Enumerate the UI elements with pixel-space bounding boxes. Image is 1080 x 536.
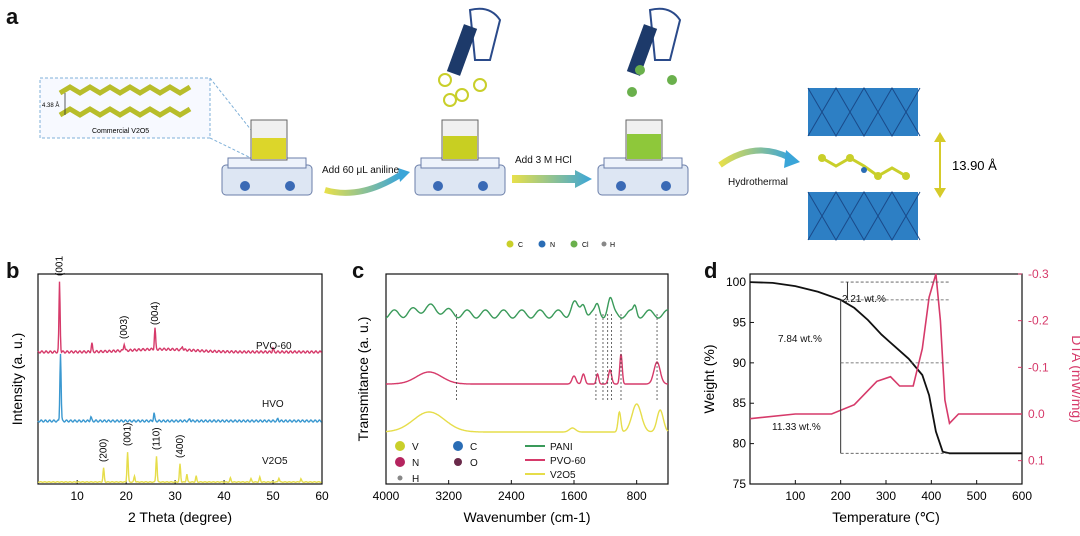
xrd-peak-label: (400) (175, 435, 186, 458)
xrd-x-tick-label: 60 (315, 489, 329, 503)
inset-label: Commercial V2O5 (92, 128, 149, 135)
xrd-series-label-hvo: HVO (262, 399, 284, 410)
spacing-label: 13.90 Å (952, 158, 997, 173)
tga-y2-tick-label: 0.0 (1028, 407, 1045, 421)
step3-label: Hydrothermal (728, 177, 788, 188)
xrd-x-tick-label: 30 (168, 489, 182, 503)
ftir-plot-frame (385, 273, 669, 485)
step2-label: Add 3 M HCl (515, 155, 572, 166)
tga-y-axis-label: Weight (%) (701, 345, 717, 414)
ftir-legend-pvo: PVO-60 (550, 456, 586, 467)
ftir-series-line (385, 296, 669, 319)
tga-y-tick-label: 85 (733, 396, 747, 410)
tga-y2-tick-label: -0.2 (1028, 314, 1049, 328)
tga-chart: 100 200 300 400 500 600 75 80 85 90 95 100 0.1 0.0 -0.… (701, 267, 1080, 525)
tga-x-axis-label: Temperature (℃) (832, 509, 940, 525)
xrd-x-tick-label: 40 (217, 489, 231, 503)
xrd-x-axis-label: 2 Theta (degree) (128, 509, 232, 525)
xrd-x-tick-label: 20 (119, 489, 133, 503)
ftir-legend-pani: PANI (550, 442, 573, 453)
ftir-x-tick-label: 2400 (498, 489, 525, 503)
tga-y2-tick-label: 0.1 (1028, 454, 1045, 468)
ftir-atom-c: C (470, 442, 477, 453)
atom-legend-a: C N Cl H (506, 240, 615, 249)
tga-x-tick-label: 500 (967, 489, 987, 503)
xrd-series-line (37, 353, 322, 423)
arrow-1 (324, 172, 402, 196)
ftir-atom-legend: V C N O H (395, 441, 478, 485)
ftir-atom-o: O (470, 458, 478, 469)
stirrer-1 (221, 119, 313, 196)
tga-x-tick-label: 600 (1012, 489, 1032, 503)
ftir-chart: 4000 3200 2400 1600 800 PANI PVO-60 V2O5 V C… (355, 273, 669, 525)
ftir-series-line (386, 353, 669, 385)
tga-y2-axis-label: DTA (mW/mg) (1069, 335, 1080, 423)
arrow-2 (512, 170, 592, 188)
xrd-plot-frame (37, 273, 323, 485)
atom-legend-h: H (610, 242, 615, 249)
tga-weight-line (749, 281, 1022, 455)
ftir-y-axis-label: Transmitance (a. u.) (355, 317, 371, 442)
panel-c-letter: c (352, 258, 365, 283)
ftir-x-axis-label: Wavenumber (cm-1) (463, 509, 590, 525)
ftir-x-tick-label: 1600 (561, 489, 588, 503)
tga-annot-3: 11.33 wt.% (772, 422, 821, 433)
xrd-series-label-pvo: PVO-60 (256, 341, 292, 352)
xrd-series-label-v2o5: V2O5 (262, 456, 288, 467)
xrd-peak-label: (200) (99, 439, 110, 462)
tga-x-tick-label: 100 (785, 489, 805, 503)
tga-y2-tick-label: -0.1 (1028, 360, 1049, 374)
step1-label: Add 60 μL aniline (322, 165, 400, 176)
panel-d-letter: d (704, 258, 718, 283)
atom-legend-cl: Cl (582, 242, 589, 249)
xrd-x-tick-label: 50 (266, 489, 280, 503)
tga-annot-2: 7.84 wt.% (778, 334, 822, 345)
xrd-y-axis-label: Intensity (a. u.) (9, 333, 25, 426)
tga-y-tick-label: 90 (733, 356, 747, 370)
ftir-atom-n: N (412, 458, 419, 469)
tga-y-tick-label: 100 (726, 275, 746, 289)
tga-y-tick-label: 75 (733, 477, 747, 491)
v2o5-inset: 4.38 Å Commercial V2O5 (39, 77, 256, 161)
tga-dta-line (749, 273, 1022, 425)
arrow-3 (718, 147, 792, 168)
xrd-series-line (37, 281, 323, 354)
ftir-legend: PANI PVO-60 V2O5 (525, 442, 586, 481)
ftir-legend-v2o5: V2O5 (550, 470, 576, 481)
ftir-x-tick-label: 3200 (435, 489, 462, 503)
xrd-series-line (37, 452, 322, 484)
ftir-x-tick-label: 800 (627, 489, 647, 503)
tga-annot-1: 2.21 wt.% (842, 294, 886, 305)
layered-structure (807, 87, 921, 241)
ftir-atom-v: V (412, 442, 419, 453)
xrd-peak-label: (004) (150, 302, 161, 325)
xrd-peak-label: (003) (119, 316, 130, 339)
tga-x-tick-label: 400 (921, 489, 941, 503)
ftir-atom-h: H (412, 474, 419, 485)
panel-a-letter: a (6, 4, 19, 29)
xrd-peak-label: (001) (123, 423, 134, 446)
atom-legend-n: N (550, 242, 555, 249)
xrd-chart: 10 20 30 40 50 60 (001) (003) (004) (200) (001) (1… (9, 256, 329, 525)
ftir-series-line (386, 403, 669, 433)
synthesis-schematic: 4.38 Å Commercial V2O5 Add 60 μL aniline… (39, 7, 997, 249)
atom-legend-c: C (518, 242, 523, 249)
tga-x-tick-label: 300 (876, 489, 896, 503)
xrd-peak-label: (110) (151, 427, 162, 450)
panel-b-letter: b (6, 258, 20, 283)
ftir-x-tick-label: 4000 (373, 489, 400, 503)
stirrer-2 (414, 7, 506, 196)
stirrer-3 (597, 7, 689, 196)
tga-y-tick-label: 95 (733, 315, 747, 329)
tga-y-tick-label: 80 (733, 437, 747, 451)
tga-x-tick-label: 200 (831, 489, 851, 503)
xrd-peak-label: (001) (55, 256, 66, 276)
xrd-x-tick-label: 10 (70, 489, 84, 503)
inset-spacing: 4.38 Å (42, 102, 59, 109)
tga-y2-tick-label: -0.3 (1028, 267, 1049, 281)
